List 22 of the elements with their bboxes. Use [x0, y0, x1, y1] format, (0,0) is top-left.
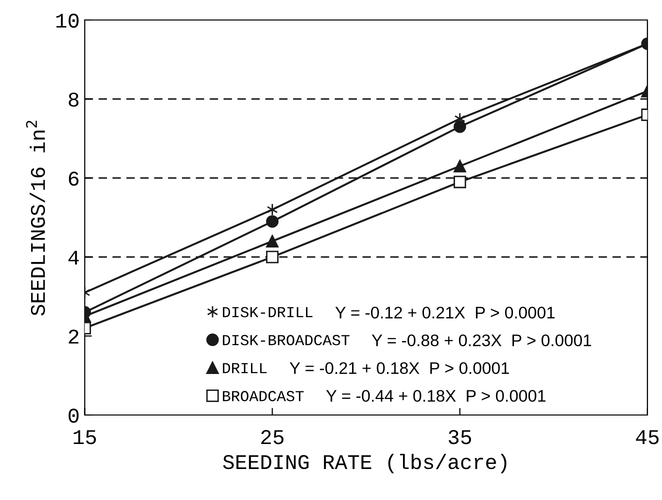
annotation: Y = -0.44 + 0.18X P > 0.0001	[326, 390, 546, 402]
annotation: Y = -0.88 + 0.23X P > 0.0001	[372, 334, 592, 346]
x-tick-label: 45	[636, 430, 659, 444]
legend-label: DISK-BROADCAST	[222, 334, 350, 346]
legend-label: BROADCAST	[222, 390, 304, 402]
annotation: Y = -0.12 + 0.21X P > 0.0001	[335, 306, 555, 319]
point	[454, 120, 466, 133]
x-tick-label: 25	[261, 430, 284, 444]
x-axis-title: SEEDING RATE (lbs/acre)	[223, 454, 506, 474]
y-tick-label: 10	[56, 14, 79, 28]
annotation: Y = -0.21 + 0.18X P > 0.0001	[290, 362, 509, 374]
y-tick-label: 6	[68, 172, 79, 186]
x-tick-label: 15	[74, 430, 96, 444]
y-tick-label: 2	[68, 330, 78, 344]
y-tick-label: 4	[68, 250, 79, 265]
y-tick-label: 8	[68, 92, 78, 107]
point	[266, 215, 279, 228]
legend-label: DRILL	[222, 363, 267, 374]
legend-label: DISK-DRILL	[222, 306, 312, 318]
x-tick-label: 35	[448, 430, 472, 444]
y-axis-title: SEEDLINGS/16 in$^{2}$	[26, 120, 46, 316]
y-tick-label: 0	[68, 408, 79, 423]
